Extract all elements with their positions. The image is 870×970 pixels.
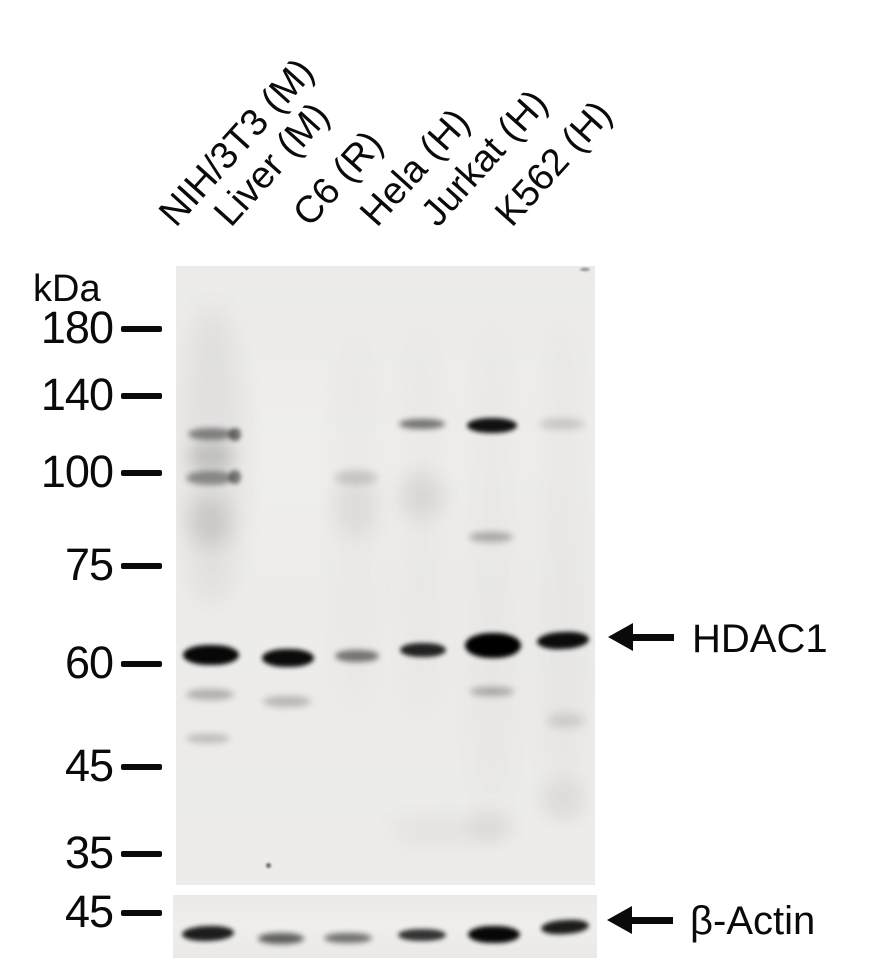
lane1-sub-band (186, 688, 234, 700)
lane5-streak (467, 316, 517, 816)
lane5-ns-band-85 (469, 532, 513, 542)
lane6-actin-band (540, 918, 590, 936)
lane5-sub-band (470, 686, 514, 696)
hdac1-protein-label: HDAC1 (692, 617, 828, 661)
lane1-smear-low (189, 496, 231, 546)
lane4-hdac1-band (400, 643, 446, 657)
lane1-sub-band2 (186, 733, 230, 743)
mw-label-45: 45 (64, 740, 114, 791)
mw-tick-35 (121, 851, 162, 857)
lane5-ns-band-120 (467, 417, 517, 433)
lane6-streak (539, 316, 587, 816)
kda-unit-label: kDa (33, 268, 101, 310)
mw-label-75: 75 (64, 539, 114, 590)
lane1-streak (180, 306, 244, 606)
mw-tick-45 (121, 910, 162, 916)
mw-tick-100 (121, 470, 162, 476)
lane1-ns-band-120 (188, 428, 234, 440)
lane2-sub-band (263, 695, 311, 707)
mw-tick-140 (121, 393, 162, 399)
lane4-actin-band (398, 929, 446, 941)
speck-dot (265, 862, 271, 868)
lane4-smear (400, 473, 444, 519)
mw-label-60: 60 (64, 637, 114, 688)
lane1-actin-band (181, 924, 235, 942)
lane5-low-smear (469, 812, 515, 840)
lane2-actin-band (258, 932, 304, 944)
mw-label-45: 45 (64, 886, 114, 937)
actin-blot-panel (173, 895, 597, 958)
lane5-actin-band (468, 925, 520, 943)
lane3-smear (336, 476, 376, 536)
mw-label-140: 140 (40, 369, 114, 420)
actin-arrow-icon (607, 906, 632, 934)
lane6-sub-band (547, 713, 585, 727)
speck-top-right (580, 267, 590, 271)
actin-protein-label: β-Actin (690, 899, 816, 943)
low-wide-smear (386, 817, 506, 845)
lane5-hdac1-band (465, 632, 521, 658)
mw-tick-45 (121, 764, 162, 770)
mw-label-180: 180 (40, 302, 114, 353)
lane3-actin-band (324, 933, 372, 943)
mw-label-35: 35 (64, 827, 114, 878)
mw-tick-60 (121, 661, 162, 667)
lane6-ns-band-120 (539, 419, 585, 429)
lane4-ns-band-120 (399, 419, 445, 429)
lane6-low-smear (542, 780, 584, 820)
lane2-hdac1-band (262, 649, 314, 667)
mw-tick-180 (121, 326, 162, 332)
lane3-ns-band-100 (334, 470, 378, 484)
lane1-smear-mid (189, 441, 233, 471)
lane1-ns-band-100e (229, 470, 241, 484)
lane1-hdac1-band (183, 645, 239, 665)
hdac1-arrow-shaft (630, 634, 674, 641)
lane3-hdac1-band (335, 650, 379, 662)
mw-label-100: 100 (40, 446, 114, 497)
actin-arrow-shaft (629, 917, 673, 924)
hdac1-blot-panel (176, 266, 595, 885)
hdac1-arrow-icon (608, 623, 633, 651)
lane1-ns-band-120e (229, 427, 241, 441)
lane1-ns-band-100 (186, 471, 234, 485)
mw-tick-75 (121, 563, 162, 569)
